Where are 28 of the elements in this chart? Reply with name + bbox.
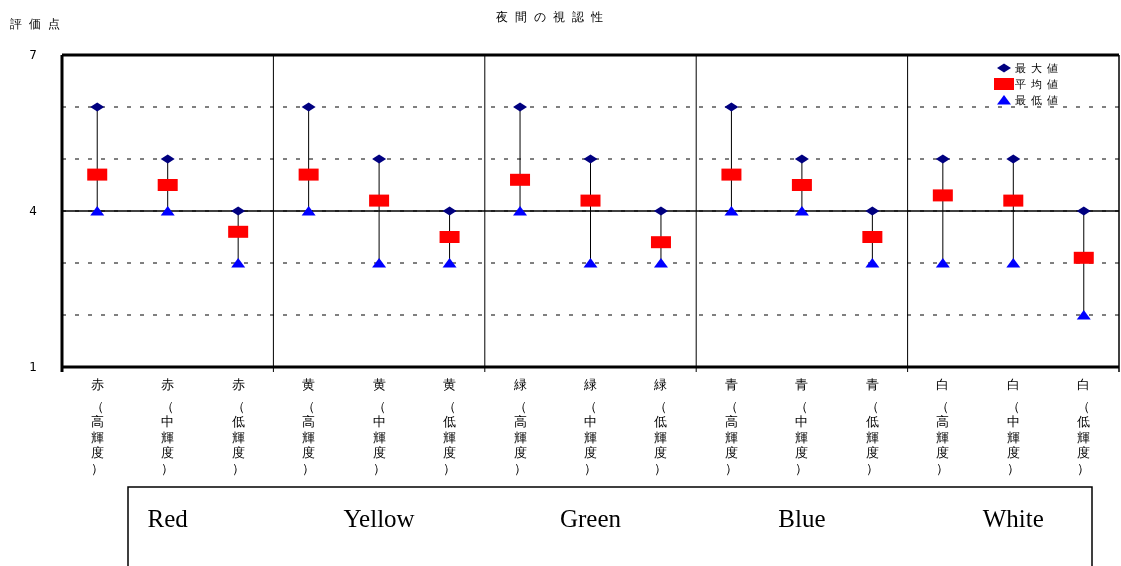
legend-label: 最大値 <box>1015 62 1063 75</box>
text: Yellow <box>343 505 415 532</box>
x-tick-label: 緑（低輝度） <box>653 377 668 476</box>
x-tick-label: 青（低輝度） <box>865 377 879 476</box>
y-axis-title: 評価点 <box>10 17 67 31</box>
x-tick-label: 黄（低輝度） <box>443 377 457 476</box>
text: Red <box>147 505 189 532</box>
x-tick-label: 青（中輝度） <box>795 377 809 476</box>
y-tick-label: 4 <box>29 204 37 218</box>
y-tick-label: 7 <box>29 48 37 62</box>
x-tick-label: 白（中輝度） <box>1006 377 1020 476</box>
x-tick-label: 赤（中輝度） <box>161 377 175 476</box>
x-tick-label: 青（高輝度） <box>724 377 738 476</box>
x-tick-label: 白（低輝度） <box>1077 377 1091 476</box>
y-tick-label: 1 <box>29 360 37 374</box>
x-tick-label: 白（高輝度） <box>936 377 950 476</box>
text: Blue <box>778 505 826 532</box>
x-tick-label: 緑（高輝度） <box>512 377 527 476</box>
text: Green <box>559 505 622 532</box>
x-tick-label: 赤（低輝度） <box>231 377 245 476</box>
x-tick-label: 緑（中輝度） <box>583 377 597 476</box>
legend-label: 平均値 <box>1015 78 1063 91</box>
x-tick-label: 黄（中輝度） <box>372 377 386 476</box>
text: White <box>982 505 1044 532</box>
chart-title: 夜間の視認性 <box>496 10 610 24</box>
x-tick-label: 赤（高輝度） <box>90 377 104 476</box>
legend-label: 最低値 <box>1015 94 1063 107</box>
x-tick-label: 黄（高輝度） <box>302 377 316 476</box>
